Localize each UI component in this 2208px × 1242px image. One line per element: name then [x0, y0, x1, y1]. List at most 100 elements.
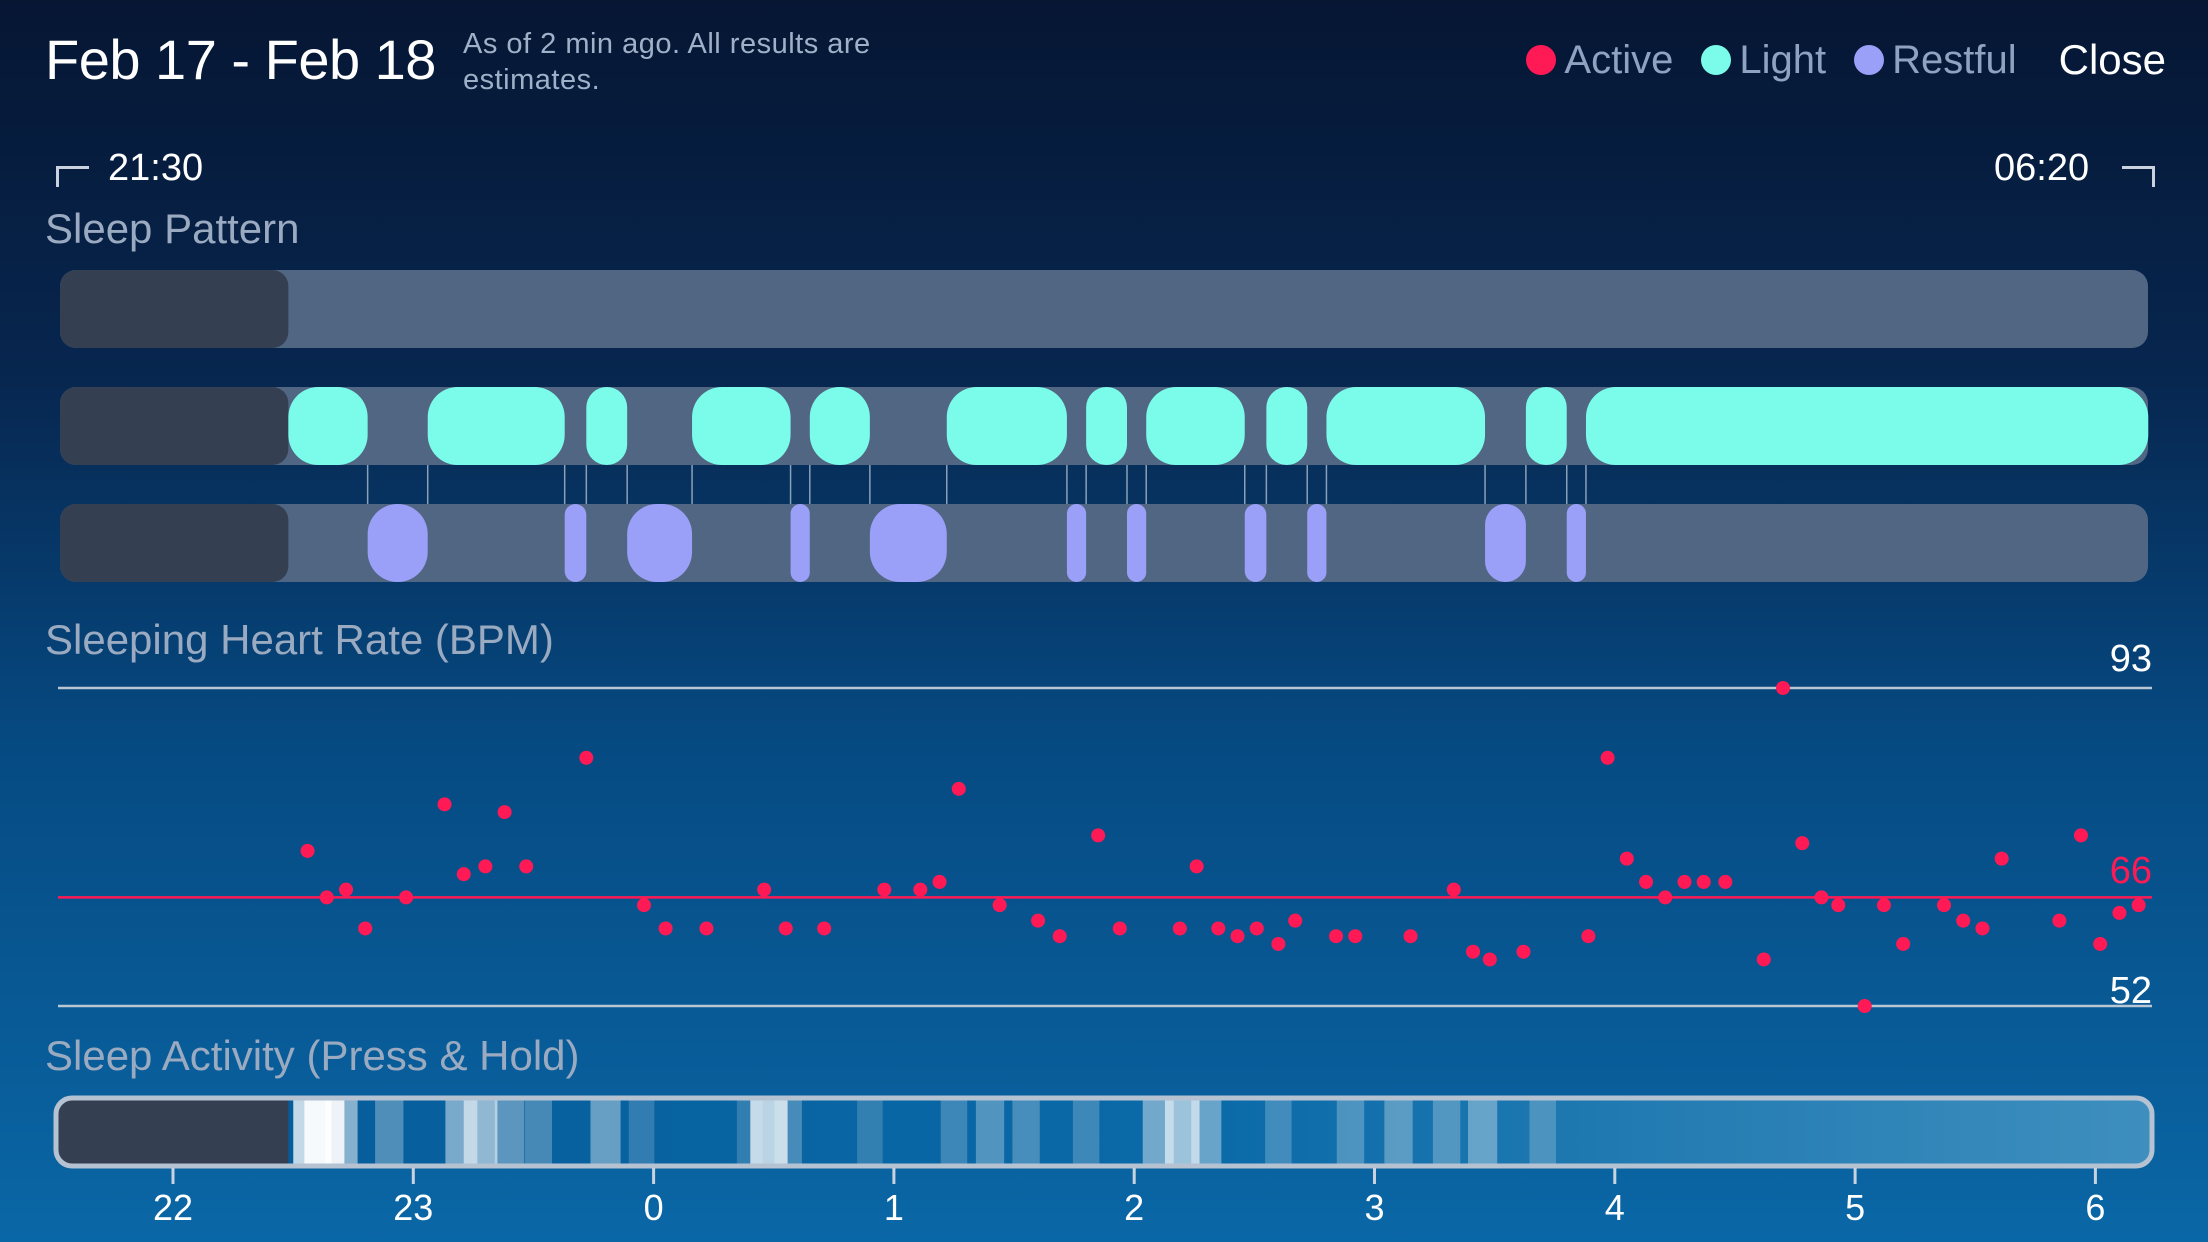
hr-point	[1211, 921, 1226, 936]
light-segment	[1326, 387, 1486, 465]
hr-point	[1249, 921, 1264, 936]
heart-rate-chart	[58, 681, 2152, 1013]
legend-active-label: Active	[1564, 37, 1674, 82]
activity-stripe	[1468, 1098, 1498, 1166]
sleep-start-time: 21:30	[108, 147, 204, 189]
hr-point	[437, 797, 452, 812]
activity-stripe	[494, 1098, 525, 1166]
hr-point	[339, 882, 354, 897]
activity-stripe	[750, 1098, 788, 1166]
hr-point	[1348, 929, 1363, 944]
activity-stripe	[1072, 1098, 1100, 1166]
hr-point	[2112, 905, 2127, 920]
light-segment	[586, 387, 628, 465]
light-segment	[288, 387, 368, 465]
hr-point	[478, 859, 493, 874]
heart-rate-title: Sleeping Heart Rate (BPM)	[45, 616, 554, 663]
restful-segment	[1307, 504, 1327, 582]
date-range-title: Feb 17 - Feb 18	[45, 28, 436, 91]
hr-point	[1230, 929, 1245, 944]
hr-point	[1031, 913, 1046, 928]
hr-point	[932, 874, 947, 889]
hr-point	[817, 921, 832, 936]
light-segment	[1525, 387, 1567, 465]
hr-point	[1876, 898, 1891, 913]
hr-point	[1288, 913, 1303, 928]
restful-segment	[1066, 504, 1087, 582]
hr-point	[1994, 851, 2009, 866]
hr-point	[579, 750, 594, 765]
restful-segment	[1126, 504, 1147, 582]
sleep-end-time: 06:20	[1994, 147, 2090, 189]
awake-row-pre-sleep	[60, 270, 289, 348]
restful-segment	[564, 504, 587, 582]
hr-point	[1639, 874, 1654, 889]
hr-point	[456, 867, 471, 882]
restful-segment	[1244, 504, 1267, 582]
axis-tick-label: 0	[644, 1187, 664, 1228]
hr-point	[1172, 921, 1187, 936]
activity-stripe	[1529, 1098, 1556, 1166]
hr-point	[1446, 882, 1461, 897]
legend-light: Light	[1701, 38, 1826, 83]
activity-stripe	[975, 1098, 1005, 1166]
restful-row-pre-sleep	[60, 504, 289, 582]
activity-stripe	[1265, 1098, 1292, 1166]
activity-stripe	[774, 1098, 802, 1166]
activity-fill	[56, 1098, 2152, 1166]
light-segment	[692, 387, 791, 465]
light-segment	[1146, 387, 1245, 465]
hr-point	[1581, 929, 1596, 944]
light-dot-icon	[1701, 45, 1732, 75]
restful-segment	[1485, 504, 1526, 582]
awake-row-track	[60, 270, 2148, 348]
hr-point	[1329, 929, 1344, 944]
hr-point	[913, 882, 928, 897]
hr-average-label: 66	[2109, 850, 2152, 892]
close-button[interactable]: Close	[2058, 36, 2166, 83]
hr-point	[2131, 898, 2146, 913]
activity-stripe	[1164, 1098, 1200, 1166]
axis-tick-label: 6	[2085, 1187, 2105, 1228]
hr-point	[1516, 944, 1531, 959]
hr-max-label: 93	[2109, 638, 2152, 680]
activity-stripe	[628, 1098, 655, 1166]
hr-point	[877, 882, 892, 897]
restful-segment	[627, 504, 693, 582]
activity-stripe	[1012, 1098, 1040, 1166]
sleep-activity-bar[interactable]	[53, 1095, 2155, 1169]
hr-point	[1619, 851, 1634, 866]
activity-stripe	[1432, 1098, 1461, 1166]
restful-dot-icon	[1854, 45, 1885, 75]
activity-stripe	[940, 1098, 968, 1166]
hr-point	[1956, 913, 1971, 928]
activity-stripe	[1336, 1098, 1365, 1166]
axis-tick-label: 22	[153, 1187, 193, 1228]
axis-tick-label: 4	[1605, 1187, 1625, 1228]
hr-point	[2073, 828, 2088, 843]
hr-point	[2052, 913, 2067, 928]
hr-point	[1756, 952, 1771, 967]
hr-point	[1776, 681, 1791, 695]
hr-point	[1271, 936, 1286, 951]
legend-light-label: Light	[1739, 37, 1827, 82]
legend-active: Active	[1526, 38, 1673, 83]
axis-tick-label: 3	[1364, 1187, 1384, 1228]
hr-point	[1718, 874, 1733, 889]
sleep-pattern-title: Sleep Pattern	[45, 205, 300, 252]
sleep-activity-title: Sleep Activity (Press & Hold)	[45, 1032, 580, 1079]
restful-segment	[790, 504, 810, 582]
activity-background	[56, 1098, 2152, 1166]
hr-point	[358, 921, 373, 936]
hr-point	[699, 921, 714, 936]
light-segment	[1585, 387, 2149, 465]
hr-point	[1658, 890, 1673, 905]
activity-stripe	[857, 1098, 883, 1166]
hr-point	[1466, 944, 1481, 959]
hr-point	[1795, 836, 1810, 851]
activity-stripe	[375, 1098, 404, 1166]
activity-stripe	[524, 1098, 552, 1166]
hr-point	[1831, 898, 1846, 913]
hr-point	[1696, 874, 1711, 889]
legend-restful-label: Restful	[1892, 37, 2017, 82]
